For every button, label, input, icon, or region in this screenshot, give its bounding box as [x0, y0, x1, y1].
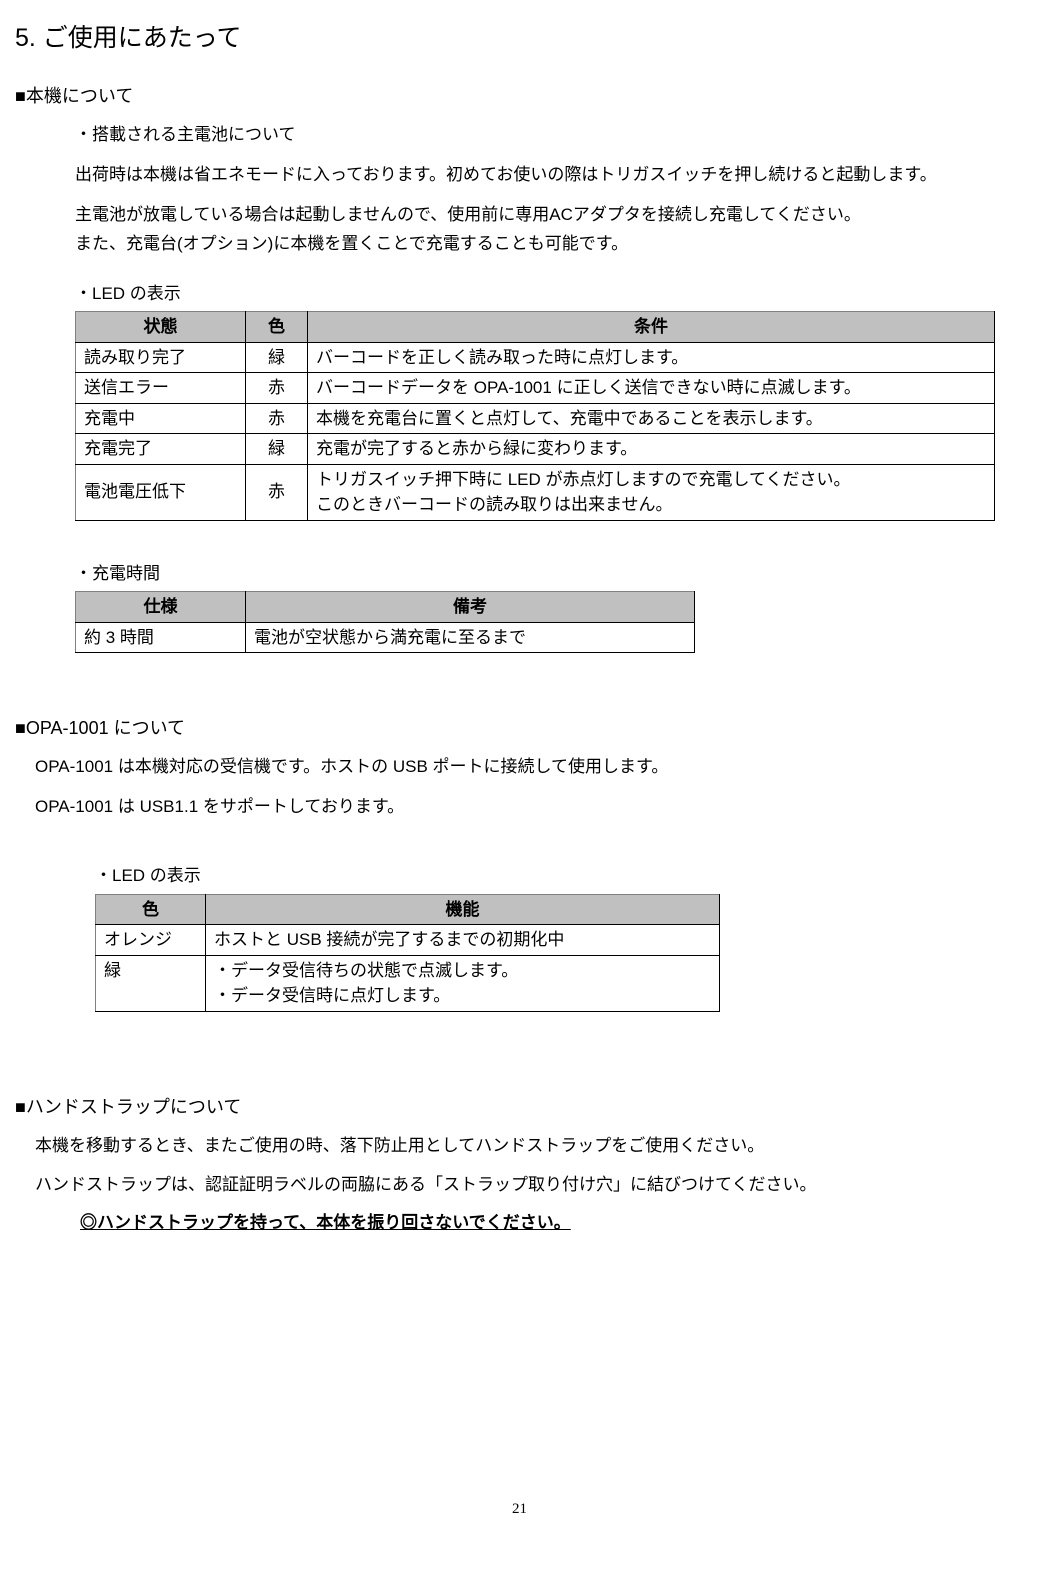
table-header-row: 色 機能 — [96, 894, 720, 925]
battery-p1: 出荷時は本機は省エネモードに入っております。初めてお使いの際はトリガスイッチを押… — [75, 162, 1024, 188]
opa-led-heading: ・LED の表示 — [95, 863, 1024, 889]
opa-p1: OPA-1001 は本機対応の受信機です。ホストの USB ポートに接続して使用… — [35, 754, 1024, 780]
section-opa-heading: ■OPA-1001 について — [15, 715, 1024, 742]
battery-p2: 主電池が放電している場合は起動しませんので、使用前に専用ACアダプタを接続し充電… — [75, 202, 1024, 228]
page-number: 21 — [512, 1498, 527, 1521]
section-honki-heading: ■本機について — [15, 83, 1024, 110]
cell-func: ・データ受信待ちの状態で点滅します。 ・データ受信時に点灯します。 — [206, 955, 720, 1011]
opa-p2: OPA-1001 は USB1.1 をサポートしております。 — [35, 794, 1024, 820]
cell-color: 緑 — [246, 434, 308, 465]
col-spec: 仕様 — [76, 592, 246, 623]
table-header-row: 仕様 備考 — [76, 592, 695, 623]
cell-cond: バーコードデータを OPA-1001 に正しく送信できない時に点滅します。 — [308, 373, 995, 404]
col-cond: 条件 — [308, 312, 995, 343]
battery-heading: ・搭載される主電池について — [75, 122, 1024, 148]
strap-p2: ハンドストラップは、認証証明ラベルの両脇にある「ストラップ取り付け穴」に結びつけ… — [35, 1172, 1024, 1198]
cell-state: 電池電圧低下 — [76, 464, 246, 520]
cell-color: 緑 — [96, 955, 206, 1011]
cell-state: 送信エラー — [76, 373, 246, 404]
chapter-title: 5. ご使用にあたって — [15, 20, 1024, 58]
strap-warning: ◎ハンドストラップを持って、本体を振り回さないでください。 — [80, 1213, 571, 1232]
col-state: 状態 — [76, 312, 246, 343]
charge-table: 仕様 備考 約 3 時間 電池が空状態から満充電に至るまで — [75, 591, 695, 653]
led-table: 状態 色 条件 読み取り完了 緑 バーコードを正しく読み取った時に点灯します。 … — [75, 311, 995, 521]
cell-cond: バーコードを正しく読み取った時に点灯します。 — [308, 342, 995, 373]
table-row: オレンジ ホストと USB 接続が完了するまでの初期化中 — [96, 925, 720, 956]
cell-spec: 約 3 時間 — [76, 622, 246, 653]
table-row: 充電中 赤 本機を充電台に置くと点灯して、充電中であることを表示します。 — [76, 403, 995, 434]
col-color: 色 — [96, 894, 206, 925]
table-row: 送信エラー 赤 バーコードデータを OPA-1001 に正しく送信できない時に点… — [76, 373, 995, 404]
cell-color: オレンジ — [96, 925, 206, 956]
cell-color: 赤 — [246, 464, 308, 520]
table-row: 約 3 時間 電池が空状態から満充電に至るまで — [76, 622, 695, 653]
section-strap-heading: ■ハンドストラップについて — [15, 1094, 1024, 1121]
table-row: 充電完了 緑 充電が完了すると赤から緑に変わります。 — [76, 434, 995, 465]
cell-cond: トリガスイッチ押下時に LED が赤点灯しますので充電してください。 このときバ… — [308, 464, 995, 520]
table-row: 読み取り完了 緑 バーコードを正しく読み取った時に点灯します。 — [76, 342, 995, 373]
cell-color: 緑 — [246, 342, 308, 373]
table-row: 電池電圧低下 赤 トリガスイッチ押下時に LED が赤点灯しますので充電してくだ… — [76, 464, 995, 520]
cell-state: 充電完了 — [76, 434, 246, 465]
cell-state: 充電中 — [76, 403, 246, 434]
battery-p3: また、充電台(オプション)に本機を置くことで充電することも可能です。 — [75, 231, 1024, 257]
cell-cond: 本機を充電台に置くと点灯して、充電中であることを表示します。 — [308, 403, 995, 434]
cell-state: 読み取り完了 — [76, 342, 246, 373]
charge-heading: ・充電時間 — [75, 561, 1024, 587]
col-func: 機能 — [206, 894, 720, 925]
cell-cond: 充電が完了すると赤から緑に変わります。 — [308, 434, 995, 465]
col-color: 色 — [246, 312, 308, 343]
opa-led-table: 色 機能 オレンジ ホストと USB 接続が完了するまでの初期化中 緑 ・データ… — [95, 894, 720, 1012]
led-heading: ・LED の表示 — [75, 281, 1024, 307]
cell-color: 赤 — [246, 403, 308, 434]
col-note: 備考 — [246, 592, 695, 623]
cell-color: 赤 — [246, 373, 308, 404]
table-row: 緑 ・データ受信待ちの状態で点滅します。 ・データ受信時に点灯します。 — [96, 955, 720, 1011]
cell-note: 電池が空状態から満充電に至るまで — [246, 622, 695, 653]
table-header-row: 状態 色 条件 — [76, 312, 995, 343]
cell-func: ホストと USB 接続が完了するまでの初期化中 — [206, 925, 720, 956]
strap-p1: 本機を移動するとき、またご使用の時、落下防止用としてハンドストラップをご使用くだ… — [35, 1133, 1024, 1159]
